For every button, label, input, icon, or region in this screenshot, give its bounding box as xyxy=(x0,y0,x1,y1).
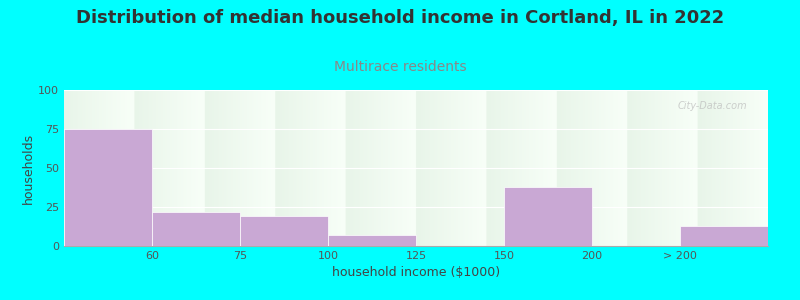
Text: City-Data.com: City-Data.com xyxy=(678,101,747,111)
Bar xyxy=(680,226,768,246)
Text: Multirace residents: Multirace residents xyxy=(334,60,466,74)
Bar xyxy=(64,129,152,246)
Y-axis label: households: households xyxy=(22,132,35,204)
Bar xyxy=(240,216,328,246)
Bar xyxy=(152,212,240,246)
X-axis label: household income ($1000): household income ($1000) xyxy=(332,266,500,279)
Bar xyxy=(504,187,592,246)
Text: Distribution of median household income in Cortland, IL in 2022: Distribution of median household income … xyxy=(76,9,724,27)
Bar xyxy=(328,235,416,246)
